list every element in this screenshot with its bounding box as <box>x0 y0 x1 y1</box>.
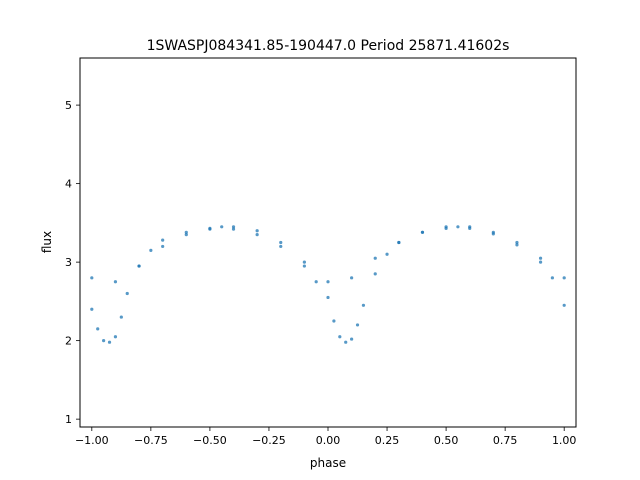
x-tick-label: −0.75 <box>134 434 168 447</box>
y-tick-label: 3 <box>65 256 72 269</box>
y-axis-label: flux <box>40 231 54 253</box>
x-tick-label: 1.00 <box>552 434 577 447</box>
data-point <box>350 276 354 280</box>
data-point <box>515 240 519 245</box>
data-point <box>444 225 448 229</box>
plot-frame <box>79 57 577 428</box>
data-point <box>562 303 566 307</box>
data-point <box>515 243 519 247</box>
data-point <box>279 244 283 249</box>
data-point <box>90 276 94 280</box>
x-axis-label: phase <box>310 456 346 470</box>
x-tick-label: 0.75 <box>493 434 518 447</box>
data-point <box>420 230 425 234</box>
data-point <box>397 240 401 245</box>
data-point <box>302 264 306 268</box>
data-point <box>314 280 318 284</box>
data-point <box>338 335 342 339</box>
data-point <box>538 260 543 264</box>
data-point <box>90 307 94 311</box>
data-point <box>184 233 188 237</box>
data-point <box>96 327 100 331</box>
y-tick-label: 1 <box>65 413 72 426</box>
data-point <box>350 337 354 341</box>
data-point <box>125 291 129 296</box>
y-tick-label: 4 <box>65 178 72 191</box>
y-tick-label: 5 <box>65 99 72 112</box>
data-point <box>355 323 360 327</box>
data-point <box>279 240 283 245</box>
x-tick-label: −0.25 <box>252 434 286 447</box>
data-point <box>113 280 118 284</box>
data-point <box>119 315 123 319</box>
data-point <box>255 233 259 237</box>
y-axis-ticks: 1 2 3 4 5 <box>65 99 80 426</box>
data-point <box>255 229 259 233</box>
data-point <box>373 272 377 276</box>
data-point <box>107 340 112 344</box>
data-point <box>184 230 188 234</box>
data-point <box>326 295 330 300</box>
data-point <box>161 238 165 242</box>
x-tick-label: 0.50 <box>434 434 459 447</box>
data-point <box>326 280 330 284</box>
data-point <box>231 227 236 231</box>
data-point <box>220 225 224 229</box>
data-point <box>102 339 106 343</box>
x-tick-label: −0.50 <box>193 434 227 447</box>
data-point <box>302 260 306 264</box>
data-point <box>231 225 236 229</box>
scatter-points <box>90 225 566 344</box>
data-point <box>137 264 141 268</box>
data-point <box>113 335 118 339</box>
data-point <box>361 303 366 307</box>
data-point <box>332 319 336 323</box>
data-point <box>208 227 212 231</box>
chart-title: 1SWASPJ084341.85-190447.0 Period 25871.4… <box>147 38 510 54</box>
data-point <box>468 225 472 229</box>
data-point <box>550 276 554 280</box>
data-point <box>456 225 460 229</box>
data-point <box>373 256 377 260</box>
data-point <box>491 230 495 234</box>
x-axis-ticks: −1.00 −0.75 −0.50 −0.25 0.00 0.25 0.50 0.75 1.00 <box>75 427 576 447</box>
y-tick-label: 2 <box>65 335 72 348</box>
data-point <box>149 248 153 252</box>
data-point <box>344 340 348 344</box>
x-tick-label: 0.00 <box>316 434 341 447</box>
data-point <box>161 244 165 249</box>
x-tick-label: 0.25 <box>375 434 400 447</box>
data-point <box>562 276 566 280</box>
x-tick-label: −1.00 <box>75 434 109 447</box>
data-point <box>385 252 389 256</box>
data-point <box>538 256 543 260</box>
